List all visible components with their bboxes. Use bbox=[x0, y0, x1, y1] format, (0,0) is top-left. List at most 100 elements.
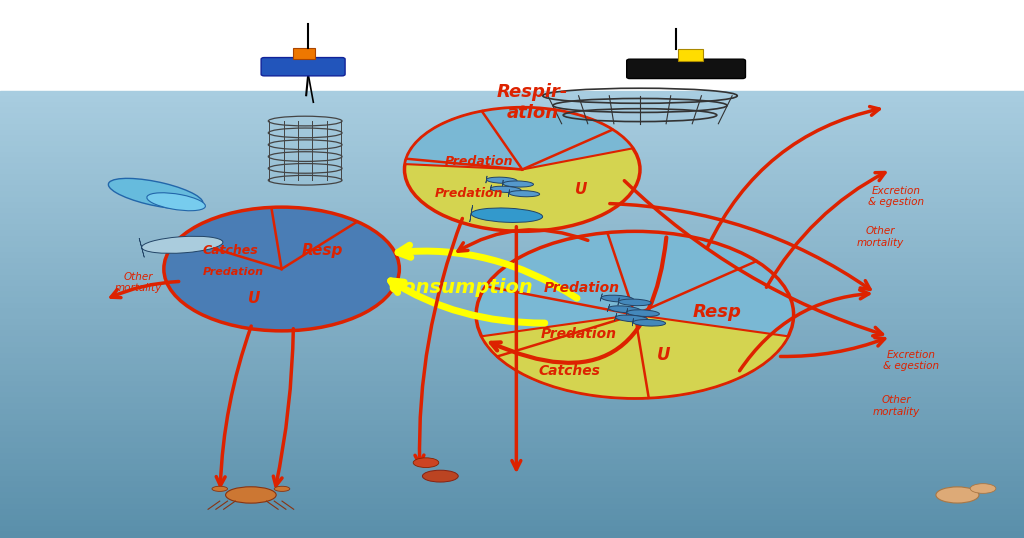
Polygon shape bbox=[600, 294, 602, 301]
Ellipse shape bbox=[486, 177, 517, 183]
Bar bbox=[0, 387, 1024, 393]
Bar bbox=[0, 421, 1024, 426]
Ellipse shape bbox=[422, 470, 459, 482]
Text: Predation: Predation bbox=[203, 267, 264, 277]
Bar bbox=[0, 119, 1024, 125]
Bar bbox=[0, 275, 1024, 281]
Bar bbox=[0, 533, 1024, 538]
Ellipse shape bbox=[109, 179, 203, 209]
Polygon shape bbox=[617, 298, 620, 306]
Bar bbox=[0, 365, 1024, 371]
Bar bbox=[0, 125, 1024, 131]
Bar bbox=[0, 141, 1024, 147]
Bar bbox=[0, 465, 1024, 471]
Bar bbox=[0, 359, 1024, 365]
Bar bbox=[0, 186, 1024, 192]
Bar bbox=[0, 371, 1024, 376]
Ellipse shape bbox=[471, 208, 543, 222]
Bar bbox=[0, 253, 1024, 259]
Ellipse shape bbox=[146, 193, 206, 211]
Bar bbox=[0, 320, 1024, 326]
Ellipse shape bbox=[608, 306, 641, 313]
Text: Predation: Predation bbox=[445, 155, 513, 168]
Text: Resp: Resp bbox=[302, 243, 343, 258]
Bar bbox=[0, 192, 1024, 197]
Bar bbox=[0, 515, 1024, 521]
Polygon shape bbox=[626, 308, 628, 316]
Ellipse shape bbox=[618, 299, 651, 306]
FancyBboxPatch shape bbox=[261, 58, 345, 76]
Ellipse shape bbox=[490, 186, 521, 193]
Polygon shape bbox=[485, 176, 487, 183]
Bar bbox=[0, 482, 1024, 488]
Ellipse shape bbox=[936, 487, 979, 503]
Circle shape bbox=[164, 207, 399, 331]
Bar bbox=[0, 343, 1024, 348]
Bar bbox=[0, 426, 1024, 432]
Bar bbox=[0, 270, 1024, 275]
Bar bbox=[0, 521, 1024, 527]
Polygon shape bbox=[139, 238, 144, 257]
Bar bbox=[0, 443, 1024, 449]
Ellipse shape bbox=[633, 320, 666, 326]
Bar bbox=[0, 175, 1024, 181]
Text: Predation: Predation bbox=[544, 281, 620, 295]
Polygon shape bbox=[633, 318, 634, 326]
Bar bbox=[0, 454, 1024, 460]
FancyBboxPatch shape bbox=[627, 59, 745, 79]
Bar bbox=[0, 505, 1024, 510]
Text: Other
mortality: Other mortality bbox=[115, 272, 162, 293]
Bar bbox=[0, 298, 1024, 303]
Polygon shape bbox=[489, 185, 492, 192]
Bar bbox=[0, 527, 1024, 533]
Text: Resp: Resp bbox=[692, 303, 741, 321]
Bar bbox=[0, 293, 1024, 298]
Bar bbox=[0, 393, 1024, 399]
Bar bbox=[0, 415, 1024, 421]
Bar bbox=[0, 231, 1024, 237]
Text: Excretion
& egestion: Excretion & egestion bbox=[868, 186, 924, 207]
Bar bbox=[0, 108, 1024, 114]
Bar bbox=[0, 220, 1024, 225]
Bar bbox=[0, 510, 1024, 515]
Bar bbox=[0, 159, 1024, 164]
Bar bbox=[0, 331, 1024, 337]
Text: Predation: Predation bbox=[541, 327, 616, 341]
Text: U: U bbox=[656, 346, 671, 364]
Bar bbox=[0, 404, 1024, 409]
Wedge shape bbox=[404, 108, 633, 169]
Bar bbox=[0, 460, 1024, 465]
Bar bbox=[0, 259, 1024, 265]
Polygon shape bbox=[470, 205, 473, 222]
Text: Other
mortality: Other mortality bbox=[872, 395, 920, 417]
Ellipse shape bbox=[971, 484, 995, 493]
Bar bbox=[0, 437, 1024, 443]
Ellipse shape bbox=[413, 458, 438, 468]
Bar bbox=[0, 281, 1024, 287]
Circle shape bbox=[404, 108, 640, 231]
Bar bbox=[0, 348, 1024, 354]
Bar bbox=[0, 326, 1024, 331]
Bar bbox=[0, 97, 1024, 103]
Ellipse shape bbox=[141, 236, 223, 253]
Ellipse shape bbox=[225, 487, 276, 503]
Bar bbox=[0, 354, 1024, 359]
Polygon shape bbox=[607, 304, 609, 312]
Bar bbox=[0, 488, 1024, 493]
Text: Respir-
ation: Respir- ation bbox=[497, 83, 568, 122]
Bar bbox=[0, 471, 1024, 477]
Bar bbox=[0, 432, 1024, 437]
Bar bbox=[0, 493, 1024, 499]
Polygon shape bbox=[614, 313, 616, 321]
Bar bbox=[0, 449, 1024, 454]
Bar bbox=[0, 237, 1024, 242]
Bar bbox=[0, 309, 1024, 315]
Bar bbox=[0, 225, 1024, 231]
Bar bbox=[0, 169, 1024, 175]
Bar bbox=[0, 91, 1024, 97]
Bar bbox=[678, 49, 703, 61]
Circle shape bbox=[476, 231, 794, 398]
Bar bbox=[0, 242, 1024, 247]
Bar bbox=[0, 265, 1024, 270]
Bar bbox=[0, 303, 1024, 309]
